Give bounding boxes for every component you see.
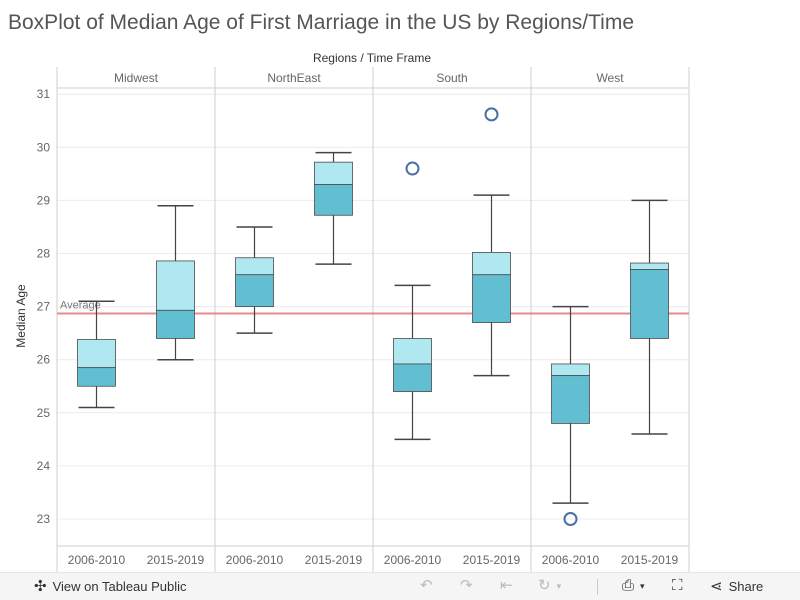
chevron-down-icon: ▾ <box>556 581 562 591</box>
redo-icon: ↷ <box>460 577 473 594</box>
period-label: 2015-2019 <box>305 553 363 567</box>
download-icon: ⎙ <box>622 577 635 594</box>
outlier-point <box>405 161 420 176</box>
y-axis: 23 24 25 26 27 28 29 30 31 <box>37 87 51 526</box>
lower-box <box>156 309 195 339</box>
period-label: 2015-2019 <box>463 553 521 567</box>
outlier-point <box>563 512 578 526</box>
y-tick-label: 24 <box>37 459 51 473</box>
panel-frame <box>56 67 690 572</box>
boxes <box>77 107 669 526</box>
y-tick-label: 28 <box>37 247 51 261</box>
header-title: Regions / Time Frame <box>313 51 431 65</box>
period-labels: 2006-2010 2015-2019 2006-2010 2015-2019 2006… <box>68 553 679 567</box>
period-label: 2006-2010 <box>68 553 126 567</box>
y-tick-label: 30 <box>37 140 51 154</box>
upper-box <box>630 262 669 270</box>
period-label: 2006-2010 <box>542 553 600 567</box>
upper-box <box>393 338 432 365</box>
upper-box <box>551 363 590 377</box>
y-tick-label: 31 <box>37 87 51 101</box>
lower-box <box>314 184 353 216</box>
region-headers: Midwest NorthEast South West <box>114 71 624 85</box>
period-label: 2015-2019 <box>147 553 205 567</box>
share-button[interactable]: ⋖ Share <box>710 577 764 595</box>
upper-box <box>472 252 511 276</box>
view-on-tableau-label: View on Tableau Public <box>52 579 187 594</box>
download-button[interactable]: ⎙ ▾ <box>622 577 645 594</box>
lower-box <box>235 274 274 307</box>
outlier-point <box>484 107 499 122</box>
period-label: 2015-2019 <box>621 553 679 567</box>
boxplot-chart: 23 24 25 26 27 28 29 30 31 Midwest NorthEast South… <box>14 51 690 572</box>
fullscreen-icon: ⛶ <box>672 577 683 594</box>
lower-box <box>77 367 116 387</box>
y-tick-label: 27 <box>37 300 51 314</box>
y-tick-label: 25 <box>37 406 51 420</box>
chevron-down-icon: ▾ <box>640 581 645 591</box>
upper-box <box>314 161 353 185</box>
tableau-logo-icon: ✣ <box>34 577 47 595</box>
undo-button[interactable]: ↶ <box>420 577 433 594</box>
page-title: BoxPlot of Median Age of First Marriage … <box>8 11 635 34</box>
lower-box <box>393 363 432 392</box>
upper-box <box>77 339 116 369</box>
region-header-west: West <box>596 71 624 85</box>
redo-button[interactable]: ↷ <box>460 577 473 594</box>
refresh-icon: ↻ <box>538 577 551 594</box>
average-label: Average <box>60 300 101 312</box>
view-on-tableau-button[interactable]: ✣ View on Tableau Public <box>34 577 187 595</box>
revert-button[interactable]: ⇤ <box>500 577 513 594</box>
share-icon: ⋖ <box>710 577 723 595</box>
region-header-midwest: Midwest <box>114 71 159 85</box>
region-header-south: South <box>436 71 467 85</box>
y-tick-label: 23 <box>37 512 51 526</box>
toolbar: ✣ View on Tableau Public ↶ ↷ ⇤ ↻ ▾ ⎙ ▾ ⛶… <box>0 572 800 600</box>
lower-box <box>551 375 590 424</box>
period-label: 2006-2010 <box>226 553 284 567</box>
share-label: Share <box>728 579 764 594</box>
undo-icon: ↶ <box>420 577 433 594</box>
revert-icon: ⇤ <box>500 577 513 594</box>
toolbar-divider <box>597 579 598 595</box>
y-tick-label: 29 <box>37 193 51 207</box>
y-axis-label: Median Age <box>14 284 28 348</box>
lower-box <box>472 274 511 323</box>
refresh-button[interactable]: ↻ ▾ <box>538 577 562 594</box>
period-label: 2006-2010 <box>384 553 442 567</box>
upper-box <box>156 260 195 311</box>
upper-box <box>235 257 274 276</box>
y-tick-label: 26 <box>37 353 51 367</box>
fullscreen-button[interactable]: ⛶ <box>672 577 683 594</box>
lower-box <box>630 269 669 339</box>
region-header-northeast: NorthEast <box>267 71 321 85</box>
